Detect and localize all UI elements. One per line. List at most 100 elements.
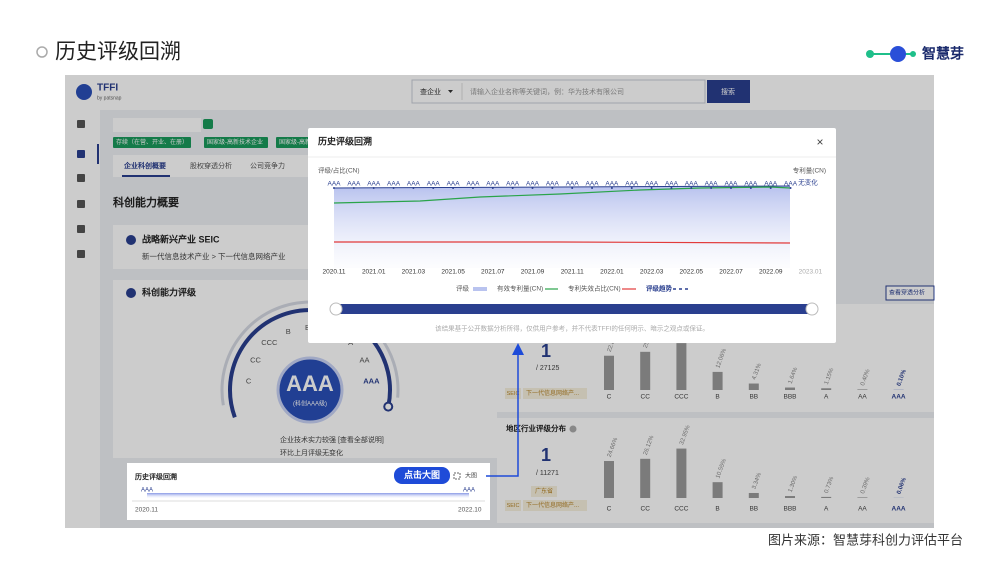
rating-point — [630, 187, 633, 189]
rating-point — [591, 187, 594, 189]
thumbnail-title: 历史评级回溯 — [135, 472, 177, 481]
brand-dot — [890, 46, 906, 62]
rating-point-label: AAA — [645, 181, 659, 188]
rating-point — [670, 187, 673, 189]
bar-value-label: 0.06% — [896, 476, 908, 495]
rank: 1 — [541, 445, 551, 465]
bar-value-label: 1.15% — [824, 367, 836, 386]
x-tick-label: 2021.07 — [481, 269, 505, 276]
rating-point — [571, 187, 574, 189]
rating-point-label: AAA — [486, 181, 500, 188]
detail-button — [885, 285, 935, 301]
patent-lapse-line — [334, 241, 791, 244]
bar-category: CC — [641, 506, 651, 513]
search-box — [411, 79, 706, 104]
rating-point — [710, 187, 713, 189]
slider-handle[interactable] — [329, 302, 343, 316]
thumbnail-area — [147, 493, 469, 498]
brand-dot — [910, 51, 916, 57]
rating-point — [452, 187, 455, 189]
rating-badge — [276, 356, 344, 424]
root: TFFIby patsnap 查企业 请输入企业名称等关键词，例：华为技术有限公司 搜… — [36, 41, 964, 547]
sidebar-active — [97, 144, 99, 164]
rating-point-label: AAA — [387, 181, 401, 188]
status-tag — [204, 137, 268, 148]
bar-category: AA — [858, 394, 867, 401]
rating-point-label: AAA — [764, 181, 778, 188]
rating-point-label: AAA — [347, 181, 361, 188]
bar — [857, 389, 868, 390]
bar-value-label: 1.64% — [788, 366, 800, 385]
gauge-label: CC — [250, 355, 261, 364]
rating-point — [372, 187, 375, 189]
bar-value-label: 1.30% — [788, 475, 800, 494]
app-logo-icon — [76, 84, 92, 100]
rating-note: 环比上月评级无变化 — [280, 448, 343, 457]
range-slider[interactable] — [336, 304, 812, 314]
rating-point — [730, 187, 732, 189]
rating-point-label: AAA — [566, 181, 580, 188]
rating-title: 科创能力评级 — [142, 286, 197, 297]
brand-name: 智慧芽 — [921, 46, 964, 62]
rating-point-label: AAA — [724, 181, 738, 188]
sidebar-icon — [77, 250, 85, 258]
no-change-label: 无变化 — [798, 178, 818, 187]
patent-count-line — [333, 186, 791, 204]
bar-value-label: 4.31% — [752, 362, 764, 381]
x-tick-label: 2021.11 — [561, 269, 584, 276]
rating-point-label: AAA — [447, 181, 461, 188]
bar-category: BBB — [783, 394, 796, 401]
gauge-knob — [383, 401, 394, 412]
search-button — [707, 80, 750, 103]
x-tick-label: 2021.05 — [441, 269, 465, 276]
bar-category: CC — [641, 394, 651, 401]
rating-point-label: AAA — [685, 181, 699, 188]
rating-point — [392, 187, 395, 189]
callout-label: 点击大图 — [404, 469, 440, 480]
panel-title: 地区行业评级分布 — [506, 423, 566, 433]
region-tag — [531, 486, 557, 497]
industry-tag — [523, 388, 587, 399]
info-icon — [569, 425, 577, 433]
gauge-label: B — [286, 327, 291, 336]
tab-underline — [122, 175, 170, 177]
region-tag-label: 广东省 — [535, 487, 553, 495]
rank-total: / 27125 — [536, 365, 559, 372]
rating-line — [333, 185, 791, 189]
bar-category: BBB — [783, 506, 796, 513]
bar-category: C — [607, 394, 612, 401]
x-tick-label: 2022.07 — [719, 269, 743, 276]
bar — [821, 388, 832, 390]
bar-category: CCC — [674, 506, 688, 513]
rating-point-label: AAA — [586, 181, 600, 188]
sidebar-icon — [77, 174, 85, 182]
modal-close[interactable]: × — [816, 135, 823, 149]
rank: 1 — [541, 341, 551, 361]
search-placeholder: 请输入企业名称等关键词，例：华为技术有限公司 — [470, 87, 624, 96]
slider-handle[interactable] — [805, 302, 819, 316]
rating-icon — [126, 288, 136, 298]
rating-point-label: AAA — [367, 181, 381, 188]
rating-point — [650, 187, 653, 189]
rating-point-label: AAA — [665, 181, 679, 188]
bar-category: A — [824, 394, 829, 401]
bar-category: B — [715, 506, 719, 513]
bar — [712, 371, 723, 390]
bar-category: BB — [749, 506, 758, 513]
rating-point — [789, 187, 792, 189]
bar — [676, 343, 687, 390]
seic-tag — [505, 500, 521, 511]
brand-dot — [866, 50, 874, 58]
rating-point-label: AAA — [327, 181, 341, 188]
rating-point-label: AAA — [605, 181, 619, 188]
sidebar-icon — [77, 200, 85, 208]
sidebar-icon — [77, 150, 85, 158]
bar — [748, 383, 759, 390]
rating-value: AAA — [286, 371, 334, 396]
rating-point — [531, 187, 534, 189]
sidebar-icon — [77, 225, 85, 233]
legend-label: 专利失效占比(CN) — [568, 284, 621, 293]
gauge-label: AAA — [363, 376, 380, 385]
tab: 公司竞争力 — [250, 161, 285, 170]
